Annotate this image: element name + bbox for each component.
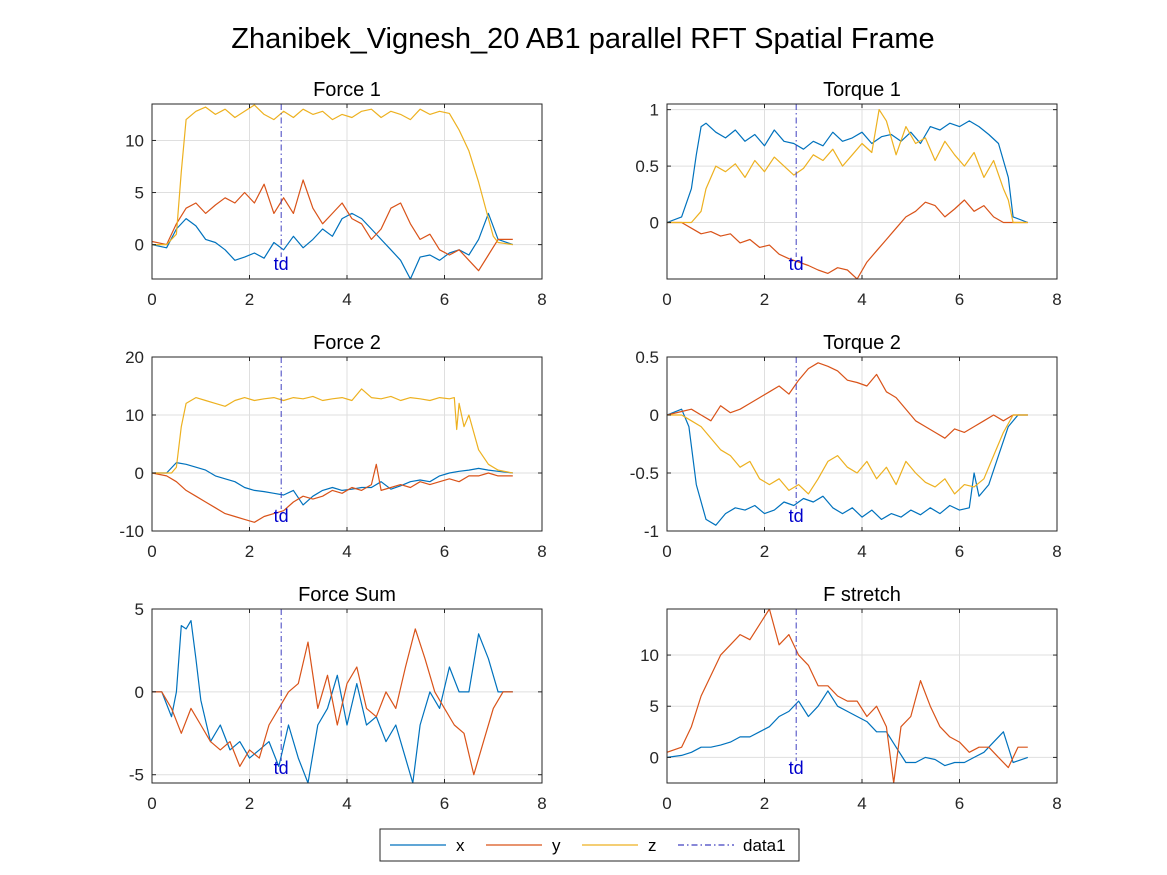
y-tick-label: 0 [650, 406, 659, 425]
x-tick-label: 8 [1052, 290, 1061, 309]
x-tick-label: 6 [955, 794, 964, 813]
x-tick-label: 2 [760, 290, 769, 309]
y-tick-label: 0 [650, 214, 659, 233]
series-line-y [152, 463, 513, 523]
x-tick-label: 4 [857, 290, 866, 309]
series-line-y [667, 609, 1028, 783]
x-tick-label: 4 [342, 290, 351, 309]
x-tick-label: 0 [147, 794, 156, 813]
series-line-y [667, 362, 1028, 439]
x-tick-label: 0 [662, 290, 671, 309]
x-tick-label: 6 [955, 542, 964, 561]
series-line-x [152, 212, 514, 279]
x-tick-label: 2 [245, 542, 254, 561]
y-tick-label: -10 [119, 522, 144, 541]
subplot-6: td 0 2 4 6 8 0 5 10 F stretch [640, 584, 1062, 813]
series-line-y [152, 628, 513, 776]
x-tick-label: 2 [245, 290, 254, 309]
series-line-y [667, 199, 1028, 279]
series-line-y [152, 179, 513, 272]
subplot-title: Force 1 [313, 79, 381, 101]
y-tick-label: 10 [125, 131, 144, 150]
y-tick-label: 0.5 [635, 157, 659, 176]
series-line-z [667, 109, 1028, 224]
x-tick-label: 0 [662, 794, 671, 813]
x-tick-label: 6 [440, 794, 449, 813]
td-label: td [274, 254, 289, 274]
legend-label-data1: data1 [743, 836, 786, 855]
x-tick-label: 6 [440, 542, 449, 561]
y-tick-label: 0 [135, 683, 144, 702]
series-line-x [667, 120, 1029, 224]
x-tick-label: 8 [537, 794, 546, 813]
y-tick-label: 10 [125, 406, 144, 425]
subplot-title: Torque 1 [823, 79, 901, 101]
subplot-title: Force Sum [298, 584, 396, 606]
y-tick-label: 5 [135, 600, 144, 619]
y-tick-label: -5 [129, 766, 144, 785]
subplot-title: Force 2 [313, 332, 381, 354]
y-tick-label: 5 [135, 184, 144, 203]
series-line-x [667, 690, 1028, 767]
x-tick-label: 8 [1052, 794, 1061, 813]
y-tick-label: 1 [650, 101, 659, 120]
x-tick-label: 0 [662, 542, 671, 561]
subplot-title: F stretch [823, 584, 901, 606]
y-tick-label: 0.5 [635, 348, 659, 367]
x-tick-label: 4 [342, 794, 351, 813]
x-tick-label: 2 [760, 794, 769, 813]
x-tick-label: 4 [342, 542, 351, 561]
td-label: td [789, 758, 804, 778]
series-line-x [152, 620, 513, 783]
x-tick-label: 2 [760, 542, 769, 561]
td-label: td [274, 758, 289, 778]
series-line-x [152, 462, 513, 506]
legend-label-y: y [552, 836, 561, 855]
subplot-title: Torque 2 [823, 332, 901, 354]
y-tick-label: -0.5 [630, 464, 659, 483]
legend-label-x: x [456, 836, 465, 855]
x-tick-label: 4 [857, 542, 866, 561]
legend-box [379, 828, 800, 862]
x-tick-label: 6 [955, 290, 964, 309]
figure-title: Zhanibek_Vignesh_20 AB1 parallel RFT Spa… [231, 23, 934, 55]
y-tick-label: 0 [135, 464, 144, 483]
x-tick-label: 4 [857, 794, 866, 813]
x-tick-label: 2 [245, 794, 254, 813]
y-tick-label: 20 [125, 348, 144, 367]
subplot-4: td 0 2 4 6 8 -1 -0.5 0 0.5 Torque 2 [630, 332, 1062, 561]
series-line-z [667, 414, 1028, 495]
legend: x y z data1 [379, 828, 800, 862]
series-line-z [152, 388, 513, 474]
legend-label-z: z [648, 836, 657, 855]
x-tick-label: 8 [1052, 542, 1061, 561]
subplot-1: td 0 2 4 6 8 0 5 10 Force 1 [125, 79, 547, 309]
y-tick-label: 0 [135, 236, 144, 255]
y-tick-label: -1 [644, 522, 659, 541]
x-tick-label: 0 [147, 542, 156, 561]
y-tick-label: 0 [650, 748, 659, 767]
td-label: td [789, 506, 804, 526]
subplot-2: td 0 2 4 6 8 0 0.5 1 Torque 1 [635, 79, 1061, 309]
series-line-x [667, 408, 1028, 526]
x-tick-label: 8 [537, 542, 546, 561]
x-tick-label: 0 [147, 290, 156, 309]
td-label: td [789, 254, 804, 274]
y-tick-label: 10 [640, 646, 659, 665]
y-tick-label: 5 [650, 697, 659, 716]
td-label: td [274, 506, 289, 526]
series-line-z [152, 104, 513, 246]
x-tick-label: 6 [440, 290, 449, 309]
x-tick-label: 8 [537, 290, 546, 309]
